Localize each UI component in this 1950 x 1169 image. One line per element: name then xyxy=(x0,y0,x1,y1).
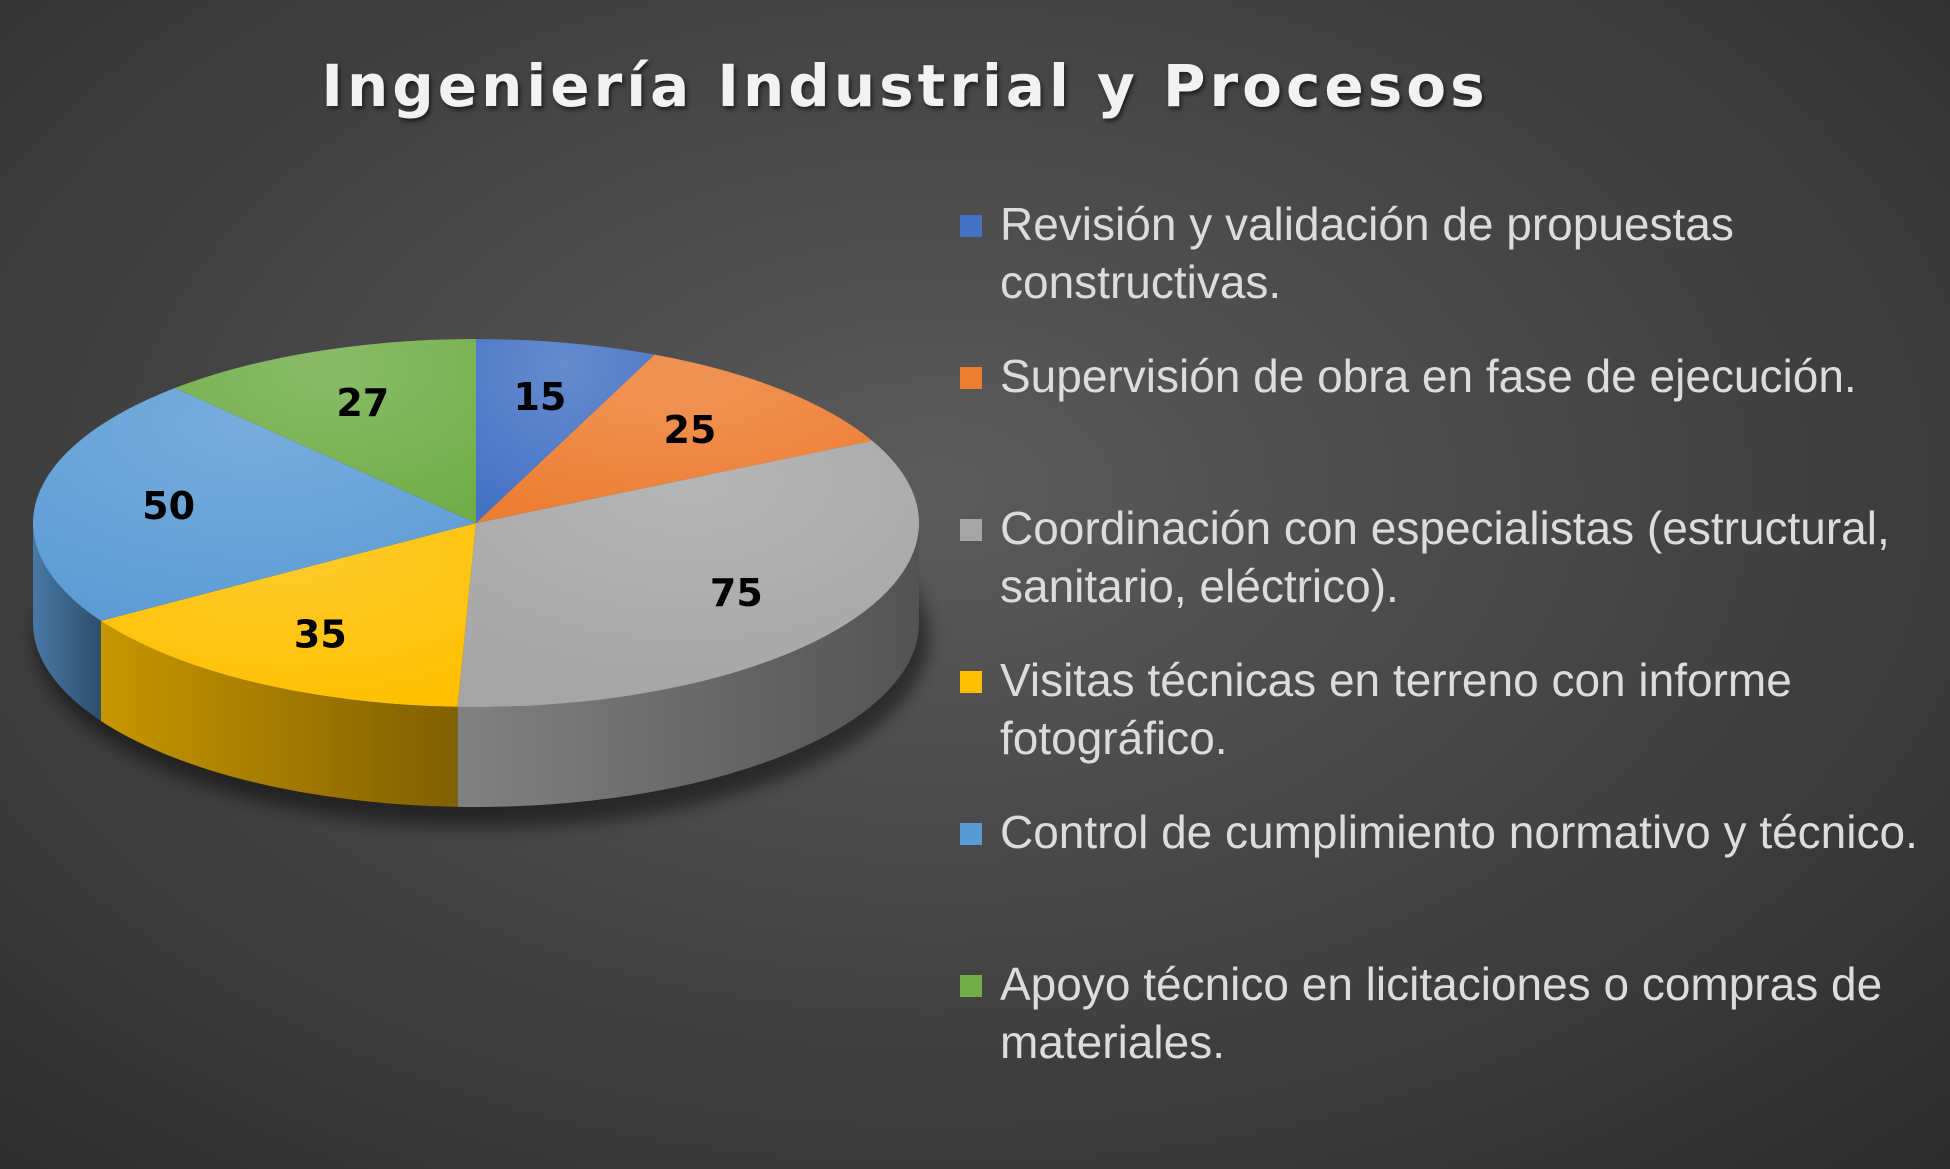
legend-label: Visitas técnicas en terreno con informe … xyxy=(1000,654,1792,764)
pie-slice-highlight xyxy=(100,523,476,707)
pie-chart: 15 25 75 35 50 27 xyxy=(32,339,929,827)
data-label: 25 xyxy=(663,408,716,452)
data-label: 75 xyxy=(710,571,763,615)
legend-swatch xyxy=(960,975,982,997)
data-label: 50 xyxy=(142,484,195,528)
data-label: 15 xyxy=(513,375,566,419)
legend-item: Revisión y validación de propuestas cons… xyxy=(960,195,1930,347)
legend-label: Supervisión de obra en fase de ejecución… xyxy=(1000,350,1857,402)
legend-item: Visitas técnicas en terreno con informe … xyxy=(960,651,1930,803)
legend-swatch xyxy=(960,367,982,389)
legend-swatch xyxy=(960,823,982,845)
legend-item: Supervisión de obra en fase de ejecución… xyxy=(960,347,1930,499)
pie-slice-side xyxy=(100,620,458,807)
data-label: 35 xyxy=(294,612,347,656)
chart-title: Ingeniería Industrial y Procesos xyxy=(321,52,1489,120)
pie-slice-side xyxy=(457,523,919,807)
pie-slice-side xyxy=(33,523,101,721)
legend-item: Apoyo técnico en licitaciones o compras … xyxy=(960,955,1930,1107)
pie-slice-highlight xyxy=(457,440,919,707)
pie-slice-highlight xyxy=(32,388,477,621)
pie-slice-highlight xyxy=(476,339,655,523)
legend-label: Apoyo técnico en licitaciones o compras … xyxy=(1000,958,1883,1068)
legend-item: Coordinación con especialistas (estructu… xyxy=(960,499,1930,651)
legend-label: Coordinación con especialistas (estructu… xyxy=(1000,502,1890,612)
legend-label: Revisión y validación de propuestas cons… xyxy=(1000,198,1734,308)
legend-swatch xyxy=(960,519,982,541)
chart-legend: Revisión y validación de propuestas cons… xyxy=(960,195,1930,1107)
legend-item: Control de cumplimiento normativo y técn… xyxy=(960,803,1930,955)
data-label: 27 xyxy=(336,381,389,425)
legend-label: Control de cumplimiento normativo y técn… xyxy=(1000,806,1918,858)
legend-swatch xyxy=(960,671,982,693)
pie-slice-highlight xyxy=(174,339,476,523)
pie-slice-highlight xyxy=(476,354,873,523)
legend-swatch xyxy=(960,215,982,237)
